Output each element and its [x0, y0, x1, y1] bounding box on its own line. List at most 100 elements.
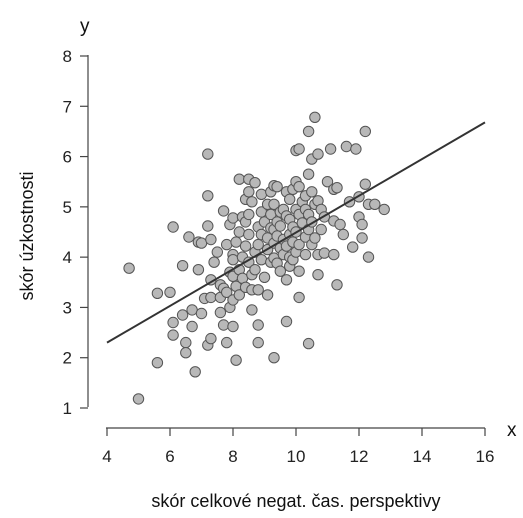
data-point: [176, 309, 189, 321]
data-point: [202, 220, 214, 232]
data-point: [249, 264, 261, 276]
data-point: [293, 238, 305, 251]
data-point: [167, 329, 179, 341]
data-point: [337, 228, 349, 241]
y-ticks: 1 2 3 4 5 6 7 8: [63, 47, 88, 418]
data-point: [252, 238, 264, 251]
y-tick-label: 2: [63, 349, 72, 368]
data-point: [189, 366, 201, 378]
y-tick-label: 7: [63, 97, 72, 116]
data-point: [221, 336, 233, 349]
data-point: [246, 196, 258, 208]
data-point: [362, 251, 375, 263]
x-axis-title: skór celkové negat. čas. perspektivy: [151, 491, 440, 511]
data-point: [369, 198, 381, 211]
data-point: [205, 291, 217, 304]
y-tick-label: 5: [63, 198, 72, 217]
data-point: [312, 269, 324, 281]
data-point: [274, 265, 286, 277]
y-tick-label: 4: [63, 248, 72, 267]
data-point: [356, 218, 368, 231]
data-point: [293, 291, 305, 304]
data-point: [378, 203, 390, 216]
data-point: [249, 177, 261, 189]
data-point: [331, 182, 343, 194]
data-point: [340, 140, 353, 153]
data-point: [255, 254, 268, 266]
data-point: [180, 336, 192, 349]
regression-line: [106, 121, 486, 344]
data-point: [258, 271, 271, 283]
data-point: [284, 193, 296, 206]
data-point: [227, 254, 239, 266]
data-point: [233, 289, 246, 301]
x-ticks: 4 6 8 10 12 14 16: [102, 428, 494, 466]
data-point: [331, 279, 343, 291]
x-tick-label: 10: [287, 447, 306, 466]
data-point: [167, 316, 179, 329]
data-point: [230, 236, 242, 248]
data-point: [271, 181, 283, 193]
data-point: [268, 352, 280, 364]
data-point: [318, 247, 331, 259]
data-point: [321, 176, 334, 188]
data-point: [280, 315, 293, 328]
y-tick-label: 1: [63, 399, 72, 418]
data-point: [123, 262, 135, 274]
data-point: [246, 304, 258, 316]
data-point: [356, 232, 368, 244]
data-point: [274, 220, 286, 232]
y-tick-label: 6: [63, 148, 72, 167]
data-point: [233, 226, 246, 238]
data-point: [186, 304, 198, 316]
data-point: [312, 148, 324, 160]
data-point: [205, 332, 217, 345]
data-point: [315, 223, 327, 236]
data-point: [183, 231, 195, 243]
data-point: [202, 148, 214, 160]
data-point: [205, 233, 217, 246]
x-tick-label: 14: [413, 447, 432, 466]
data-point: [309, 232, 321, 244]
data-point: [252, 319, 264, 331]
y-tick-label: 3: [63, 298, 72, 317]
data-point: [255, 188, 268, 201]
x-tick-label: 16: [476, 447, 495, 466]
data-point: [243, 186, 255, 198]
data-point: [195, 237, 208, 249]
data-point: [164, 286, 176, 298]
data-point: [252, 336, 264, 349]
data-point: [302, 337, 315, 350]
y-axis-title: skór úzkostnosti: [17, 171, 37, 300]
data-point: [293, 143, 305, 155]
data-point: [359, 178, 371, 190]
data-point: [230, 354, 242, 366]
data-point: [227, 212, 239, 224]
data-point: [221, 238, 233, 251]
x-tick-label: 8: [228, 447, 237, 466]
data-point: [252, 284, 264, 296]
data-point: [180, 347, 192, 359]
data-point: [151, 357, 164, 369]
data-point: [280, 274, 293, 286]
data-point: [334, 218, 346, 231]
data-point: [268, 198, 280, 211]
data-points: [123, 111, 390, 405]
data-point: [214, 306, 227, 319]
data-point: [221, 286, 233, 298]
data-point: [293, 265, 305, 277]
data-point: [167, 221, 179, 233]
x-tick-label: 6: [165, 447, 174, 466]
data-point: [261, 289, 274, 301]
data-point: [328, 248, 340, 261]
data-point: [309, 111, 321, 124]
data-point: [186, 320, 198, 333]
data-point: [243, 208, 255, 221]
data-point: [211, 246, 224, 258]
y-axis-letter: y: [80, 16, 90, 37]
data-point: [217, 319, 230, 331]
data-point: [227, 320, 239, 333]
data-point: [233, 173, 246, 185]
